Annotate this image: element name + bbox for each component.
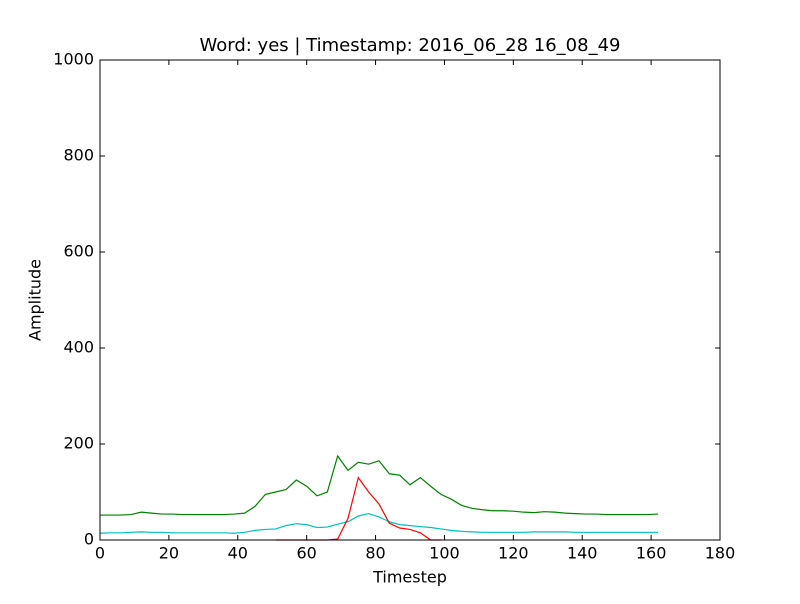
x-tick-label: 140: [567, 544, 598, 563]
x-tick-label: 40: [228, 544, 248, 563]
x-tick-label: 20: [159, 544, 179, 563]
x-tick-label: 60: [296, 544, 316, 563]
y-tick-label: 1000: [53, 50, 94, 69]
y-tick-label: 600: [63, 242, 94, 261]
y-tick-label: 400: [63, 338, 94, 357]
y-tick-label: 200: [63, 434, 94, 453]
x-tick-label: 160: [636, 544, 667, 563]
data-line: [100, 454, 659, 516]
x-axis-label: Timestep: [372, 568, 447, 587]
x-tick-label: 100: [429, 544, 460, 563]
y-tick-label: 800: [63, 146, 94, 165]
y-axis-label: Amplitude: [26, 259, 45, 341]
x-tick-label: 180: [705, 544, 736, 563]
data-line: [99, 512, 658, 534]
y-tick-label: 0: [84, 530, 94, 549]
chart-title: Word: yes | Timestamp: 2016_06_28 16_08_…: [200, 35, 621, 56]
x-tick-label: 80: [365, 544, 385, 563]
plot-frame: [99, 59, 721, 541]
x-tick-label: 0: [95, 544, 105, 563]
x-tick-label: 120: [498, 544, 529, 563]
